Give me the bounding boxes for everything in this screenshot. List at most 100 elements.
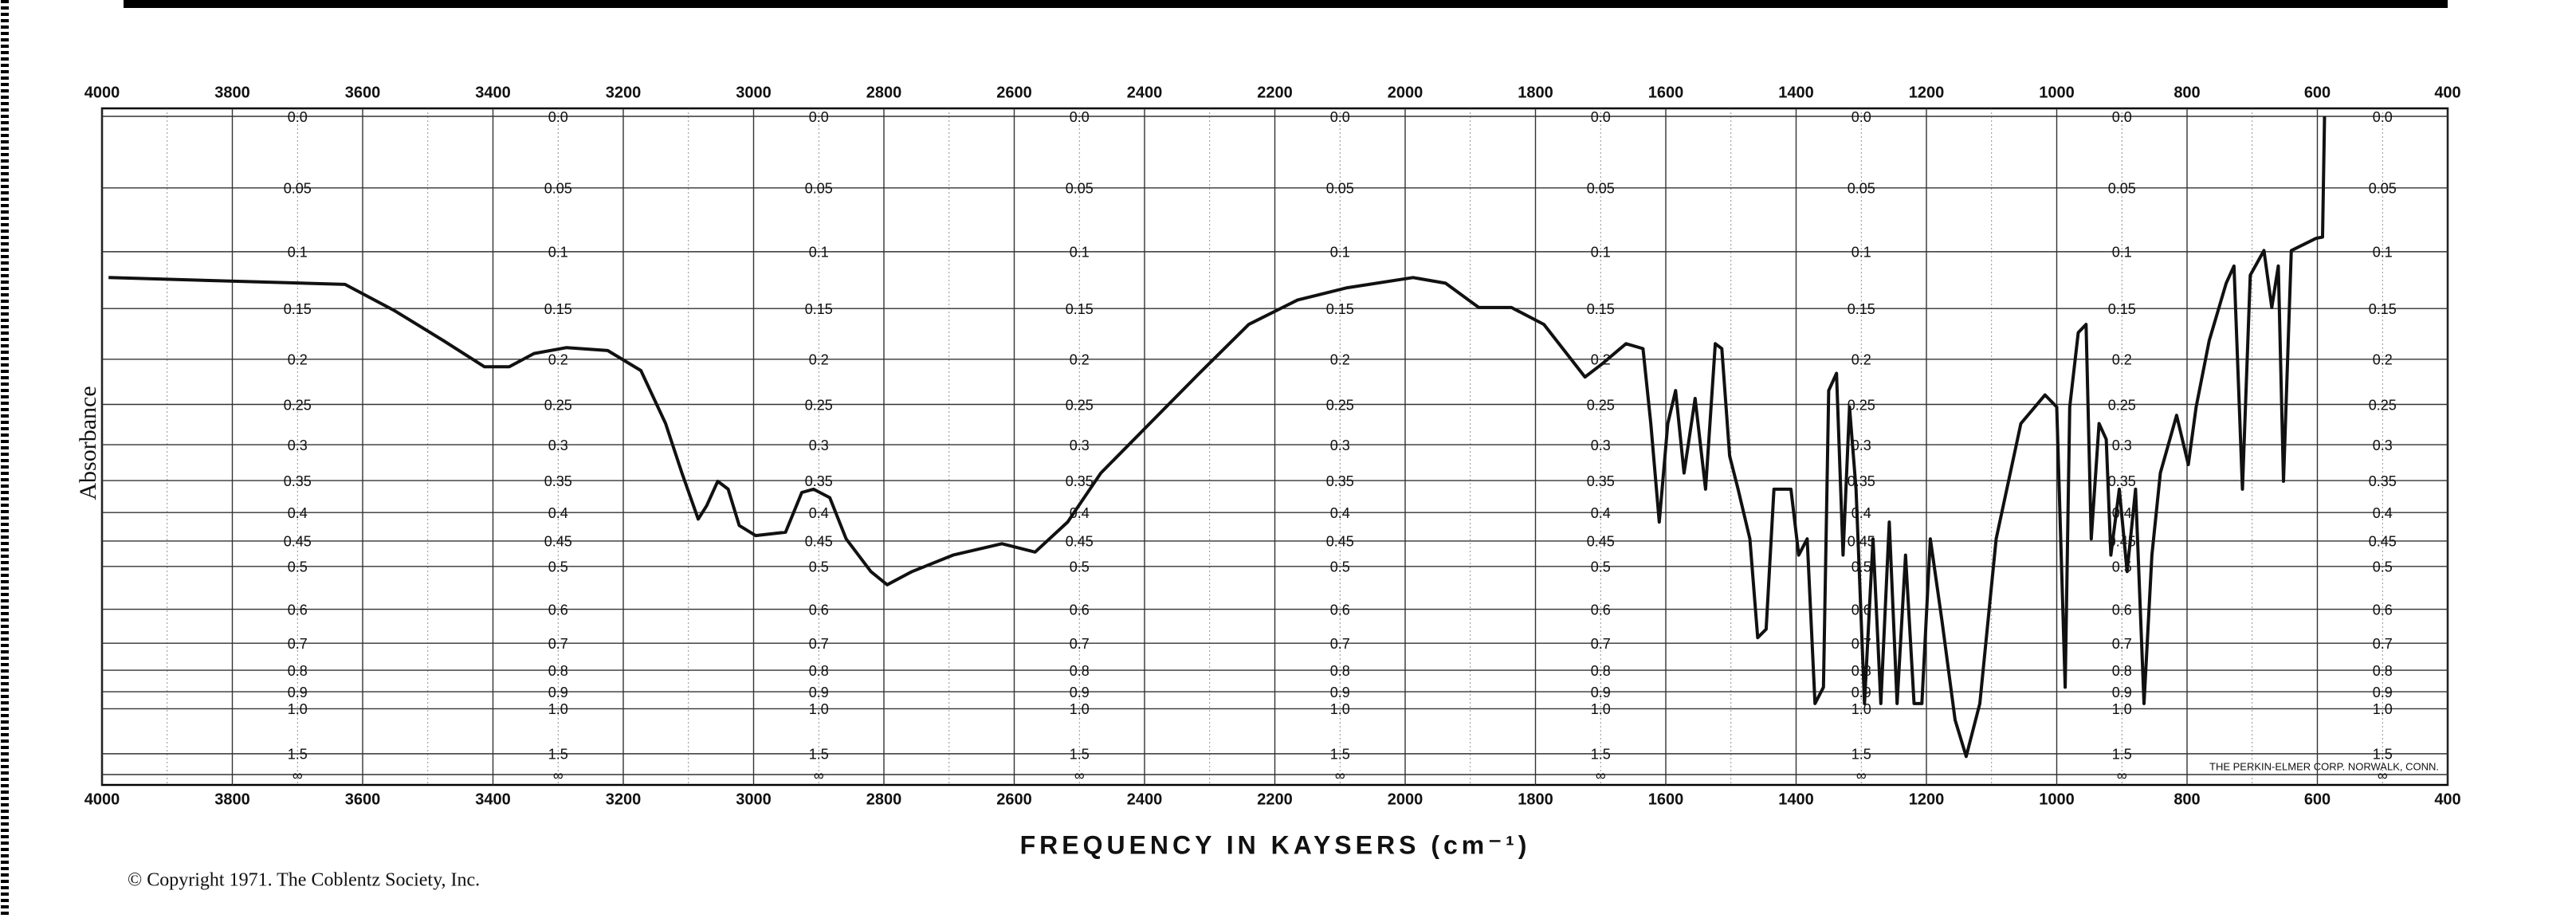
x-tick-label-bottom: 2800 [866,790,902,808]
x-tick-label-bottom: 4000 [84,790,120,808]
x-tick-label-top: 2400 [1127,84,1163,101]
x-tick-label-bottom: 3200 [606,790,642,808]
y-tick-label: ∞ [1074,767,1085,783]
y-tick-label: 0.3 [288,437,308,453]
y-tick-label: 0.4 [1852,505,1871,521]
y-tick-label: 0.2 [288,352,308,368]
y-tick-label: 0.9 [2112,685,2132,700]
y-tick-label: ∞ [1596,767,1606,783]
y-axis-title: Absorbance [75,386,101,500]
y-tick-label: 1.0 [2373,701,2393,717]
y-tick-label: 0.2 [1852,352,1871,368]
x-tick-label-top: 800 [2174,84,2200,101]
y-tick-label: 0.35 [1848,473,1875,489]
x-tick-label-top: 2600 [996,84,1032,101]
x-tick-label-top: 1200 [1909,84,1945,101]
y-tick-label: ∞ [293,767,303,783]
y-tick-label: 0.1 [1852,245,1871,261]
y-tick-label: ∞ [2378,767,2388,783]
y-tick-label: 0.4 [548,505,568,521]
y-tick-label: 0.2 [1591,352,1611,368]
y-tick-label: 0.05 [544,181,572,197]
y-tick-label: 0.4 [288,505,308,521]
x-tick-label-top: 2800 [866,84,902,101]
x-tick-label-top: 3400 [475,84,511,101]
y-tick-label: 0.1 [809,245,829,261]
y-tick-label: 0.7 [1591,636,1611,652]
y-tick-label: 0.25 [2108,397,2136,413]
x-tick-label-top: 3600 [345,84,381,101]
x-tick-label-bottom: 3400 [475,790,511,808]
x-tick-label-bottom: 2400 [1127,790,1163,808]
y-tick-label: 0.1 [548,245,568,261]
y-tick-label: ∞ [1856,767,1867,783]
y-tick-label: 0.1 [1070,245,1090,261]
y-tick-label: 0.7 [809,636,829,652]
y-tick-label: 1.0 [1330,701,1350,717]
y-tick-label: 0.15 [284,301,312,317]
x-tick-label-bottom: 1800 [1518,790,1553,808]
copyright: © Copyright 1971. The Coblentz Society, … [128,870,480,891]
y-tick-label: 0.9 [1330,685,1350,700]
y-tick-label: 0.15 [1848,301,1875,317]
x-tick-label-top: 2000 [1388,84,1423,101]
y-tick-label: 0.4 [809,505,829,521]
y-tick-label: 0.25 [2369,397,2397,413]
y-tick-label: 0.7 [2112,636,2132,652]
y-tick-label: 0.6 [1070,602,1090,618]
y-tick-label: 0.6 [548,602,568,618]
x-tick-label-top: 3800 [214,84,250,101]
y-tick-label: 0.5 [1852,559,1871,575]
y-tick-label: 0.25 [805,397,833,413]
x-tick-label-bottom: 1400 [1778,790,1814,808]
y-tick-label: 0.3 [809,437,829,453]
y-tick-label: 0.9 [1852,685,1871,700]
y-tick-label: 0.6 [809,602,829,618]
y-tick-label: 1.5 [2112,747,2132,763]
y-tick-label: 0.4 [1330,505,1350,521]
y-tick-label: 0.5 [548,559,568,575]
x-tick-label-bottom: 600 [2304,790,2331,808]
y-tick-label: 1.5 [288,747,308,763]
x-tick-label-top: 400 [2434,84,2460,101]
y-tick-label: 0.35 [1326,473,1354,489]
x-tick-label-bottom: 2000 [1388,790,1423,808]
y-tick-label: 1.0 [1070,701,1090,717]
y-tick-label: 0.2 [548,352,568,368]
y-tick-label: 0.9 [1070,685,1090,700]
y-tick-label: 0.15 [805,301,833,317]
y-tick-label: 0.2 [2373,352,2393,368]
y-tick-label: 0.15 [2369,301,2397,317]
y-tick-label: 0.0 [548,109,568,125]
y-tick-label: 0.6 [288,602,308,618]
y-tick-label: 0.35 [2108,473,2136,489]
y-tick-label: 0.3 [548,437,568,453]
x-tick-label-bottom: 2200 [1257,790,1293,808]
y-tick-label: 0.3 [1852,437,1871,453]
y-tick-label: 0.05 [1326,181,1354,197]
y-tick-label: 0.0 [809,109,829,125]
y-tick-label: 0.5 [288,559,308,575]
y-tick-label: 0.4 [1591,505,1611,521]
y-tick-label: 0.2 [1070,352,1090,368]
y-tick-label: 0.6 [2112,602,2132,618]
y-tick-label: 0.1 [288,245,308,261]
y-tick-label: 0.15 [1326,301,1354,317]
y-tick-label: 0.2 [2112,352,2132,368]
y-tick-label: 0.9 [288,685,308,700]
y-tick-label: 0.9 [2373,685,2393,700]
y-tick-label: 0.45 [544,534,572,550]
spectrum-line [108,116,2327,759]
x-tick-label-top: 2200 [1257,84,1293,101]
y-tick-label: 0.0 [2112,109,2132,125]
y-tick-label: 0.4 [2373,505,2393,521]
y-tick-label: 0.8 [1070,663,1090,679]
y-tick-label: 0.9 [548,685,568,700]
y-tick-label: 1.0 [548,701,568,717]
y-tick-label: 0.05 [284,181,312,197]
y-tick-label: 0.7 [288,636,308,652]
y-tick-label: 0.5 [2373,559,2393,575]
y-tick-label: 0.8 [1852,663,1871,679]
maker-note: THE PERKIN-ELMER CORP. NORWALK, CONN. [2209,760,2439,772]
y-tick-label: 0.05 [2369,181,2397,197]
